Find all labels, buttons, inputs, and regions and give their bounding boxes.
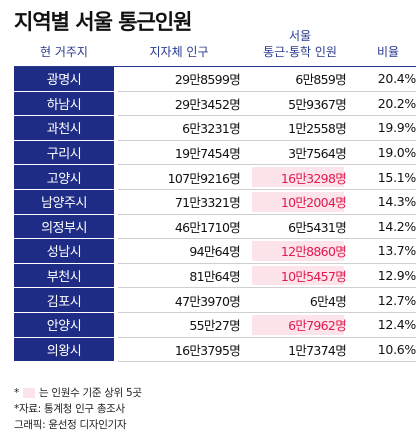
row-divider: [118, 164, 416, 166]
table-row: 구리시 19만7454명 3만7564명 19.0%: [14, 140, 417, 166]
city-cell: 고양시: [14, 165, 114, 189]
highlight-background: [252, 265, 344, 286]
population-cell: 16만3795명: [174, 342, 241, 358]
commuters-cell: 1만2558명: [288, 121, 347, 137]
commuters-cell: 12만8860명: [280, 244, 347, 260]
commuters-cell: 6만4명: [309, 293, 347, 309]
row-divider: [118, 115, 416, 117]
table-row: 김포시 47만3970명 6만4명 12.7%: [14, 288, 416, 313]
population-cell: 71만3321명: [174, 195, 241, 211]
table-row: 성남시 94만64명 12만8860명 13.7%: [14, 239, 416, 264]
population-cell: 81만64명: [189, 269, 240, 285]
rate-cell: 19.0%: [377, 145, 417, 161]
highlight-background: [252, 191, 344, 212]
legend-text: 는 인원수 기준 상위 5곳: [38, 387, 142, 399]
population-cell: 107만9216명: [167, 170, 241, 186]
commuters-cell: 3만7564명: [288, 146, 347, 162]
table-row: 의정부시 46만1710명 6만5431명 14.2%: [14, 214, 417, 240]
commuters-cell: 6만7962명: [288, 318, 347, 334]
rate-cell: 12.7%: [377, 292, 417, 308]
table-row: 남양주시 71만3321명 10만2004명 14.3%: [14, 189, 417, 215]
table-row: 고양시 107만9216명 16만3298명 15.1%: [14, 165, 416, 190]
city-cell: 남양주시: [14, 189, 114, 214]
population-cell: 6만3231명: [182, 121, 241, 137]
table-row: 부천시 81만64명 10만5457명 12.9%: [14, 263, 417, 289]
row-divider: [118, 213, 416, 215]
header-divider: [14, 66, 416, 67]
row-divider: [118, 361, 416, 363]
city-cell: 성남시: [14, 239, 114, 263]
city-cell: 김포시: [14, 288, 114, 312]
header-city: 현 거주지: [40, 45, 88, 59]
row-divider: [118, 262, 416, 264]
population-cell: 29만8599명: [174, 72, 241, 88]
header-rate: 비율: [376, 45, 400, 59]
city-cell: 하남시: [14, 91, 114, 116]
commuters-cell: 10만2004명: [280, 195, 347, 211]
table-row: 의왕시 16만3795명 1만7374명 10.6%: [14, 337, 417, 363]
chart-title: 지역별 서울 통근인원: [14, 10, 193, 34]
table-row: 과천시 6만3231명 1만2558명 19.9%: [14, 116, 416, 141]
row-divider: [118, 287, 416, 289]
row-divider: [118, 139, 416, 141]
header-commuters-line1: 서울: [288, 29, 312, 43]
table-row: 안양시 55만27명 6만7962명 12.4%: [14, 312, 417, 338]
city-cell: 광명시: [14, 67, 114, 91]
population-cell: 29만3452명: [174, 96, 241, 112]
population-cell: 19만7454명: [174, 146, 241, 162]
rate-cell: 14.3%: [377, 194, 417, 210]
row-divider: [118, 188, 416, 190]
header-commuters: 서울 통근·통학 인원: [240, 26, 360, 64]
population-cell: 46만1710명: [174, 219, 241, 235]
rate-cell: 10.6%: [377, 341, 417, 357]
table-row: 광명시 29만8599명 6만859명 20.4%: [14, 67, 416, 92]
footnotes: * 는 인원수 기준 상위 5곳 *자료: 통계청 인구 총조사 그래픽: 윤선…: [14, 385, 142, 433]
row-divider: [118, 90, 416, 92]
rate-cell: 15.1%: [377, 169, 417, 185]
rate-cell: 20.2%: [377, 95, 417, 111]
header-population: 지자체 인구: [149, 45, 209, 59]
highlight-background: [252, 167, 344, 187]
rate-cell: 12.9%: [377, 268, 417, 284]
rate-cell: 20.4%: [377, 71, 417, 87]
highlight-swatch: [22, 388, 35, 398]
city-cell: 구리시: [14, 140, 114, 165]
table-row: 하남시 29만3452명 5만9367명 20.2%: [14, 91, 417, 117]
city-cell: 의왕시: [14, 337, 114, 362]
rate-cell: 14.2%: [377, 218, 417, 234]
legend-note: * 는 인원수 기준 상위 5곳: [14, 385, 142, 401]
rate-cell: 12.4%: [377, 317, 417, 333]
row-divider: [118, 336, 416, 338]
rate-cell: 19.9%: [377, 120, 417, 136]
source-note: *자료: 통계청 인구 총조사: [14, 403, 125, 415]
legend-prefix: *: [14, 387, 19, 399]
commuters-cell: 6만5431명: [288, 219, 347, 235]
city-cell: 안양시: [14, 312, 114, 337]
population-cell: 94만64명: [189, 244, 240, 260]
commuters-cell: 5만9367명: [288, 96, 347, 112]
highlight-background: [252, 314, 344, 335]
commuters-cell: 16만3298명: [280, 170, 347, 186]
row-divider: [118, 311, 416, 313]
table-body: 광명시 29만8599명 6만859명 20.4% 하남시 29만3452명 5만9367명…: [14, 67, 417, 363]
header-commuters-line2: 통근·통학 인원: [263, 45, 337, 59]
commuters-cell: 10만5457명: [280, 269, 347, 285]
rate-cell: 13.7%: [377, 243, 417, 259]
city-cell: 과천시: [14, 116, 114, 140]
commuters-cell: 6만859명: [295, 72, 346, 88]
credit-note: 그래픽: 윤선정 디자인기자: [14, 419, 127, 431]
row-divider: [118, 238, 416, 240]
population-cell: 55만27명: [189, 318, 240, 334]
population-cell: 47만3970명: [174, 293, 241, 309]
highlight-background: [252, 241, 344, 261]
city-cell: 부천시: [14, 263, 114, 288]
city-cell: 의정부시: [14, 214, 114, 239]
commuters-cell: 1만7374명: [288, 342, 347, 358]
